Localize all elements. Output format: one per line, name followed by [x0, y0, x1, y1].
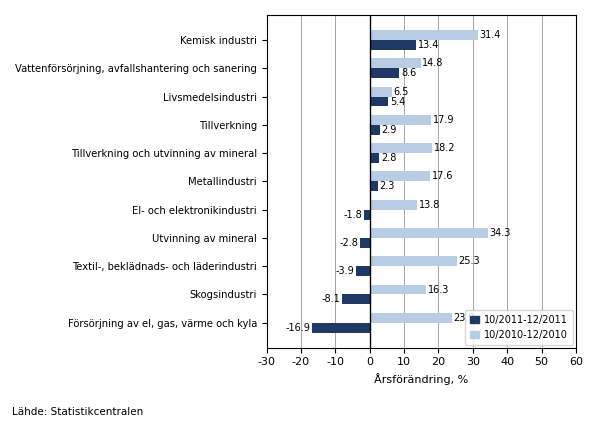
Text: 34.3: 34.3 [489, 228, 511, 238]
Text: 13.8: 13.8 [419, 200, 440, 210]
Bar [370, 87, 392, 96]
Text: 6.5: 6.5 [394, 87, 409, 96]
Bar [370, 285, 426, 294]
Text: 2.9: 2.9 [382, 125, 397, 135]
Text: 2.3: 2.3 [379, 181, 395, 191]
Bar [370, 181, 378, 191]
Bar [370, 256, 457, 266]
Bar [370, 40, 416, 50]
Bar [370, 125, 380, 135]
Bar [370, 68, 399, 78]
Text: 25.3: 25.3 [459, 256, 480, 266]
Bar [370, 143, 432, 153]
Text: Lähde: Statistikcentralen: Lähde: Statistikcentralen [12, 407, 143, 417]
Text: 23.9: 23.9 [454, 313, 475, 323]
Legend: 10/2011-12/2011, 10/2010-12/2010: 10/2011-12/2011, 10/2010-12/2010 [465, 310, 573, 345]
Text: -16.9: -16.9 [285, 322, 310, 333]
Bar [370, 228, 487, 238]
Text: 8.6: 8.6 [401, 68, 416, 78]
Text: 17.9: 17.9 [433, 115, 454, 125]
Text: -1.8: -1.8 [343, 210, 362, 220]
Bar [370, 171, 430, 181]
Text: -2.8: -2.8 [340, 238, 358, 248]
Bar [370, 313, 452, 323]
Text: 31.4: 31.4 [480, 30, 501, 40]
Bar [342, 294, 370, 304]
Bar [312, 323, 370, 333]
Bar [370, 30, 478, 40]
Bar [370, 200, 417, 210]
Text: 16.3: 16.3 [428, 285, 449, 295]
Bar [356, 266, 370, 276]
Text: 17.6: 17.6 [432, 171, 453, 181]
X-axis label: Årsförändring, %: Årsförändring, % [374, 373, 468, 385]
Text: 2.8: 2.8 [381, 153, 396, 163]
Bar [370, 153, 379, 163]
Text: 14.8: 14.8 [422, 59, 444, 68]
Text: -8.1: -8.1 [321, 294, 340, 304]
Bar [370, 96, 388, 107]
Text: 5.4: 5.4 [390, 96, 405, 107]
Bar [360, 238, 370, 248]
Text: 13.4: 13.4 [417, 40, 439, 50]
Bar [370, 59, 420, 68]
Text: 18.2: 18.2 [434, 143, 456, 153]
Bar [370, 115, 431, 125]
Bar [364, 210, 370, 219]
Text: -3.9: -3.9 [336, 266, 355, 276]
